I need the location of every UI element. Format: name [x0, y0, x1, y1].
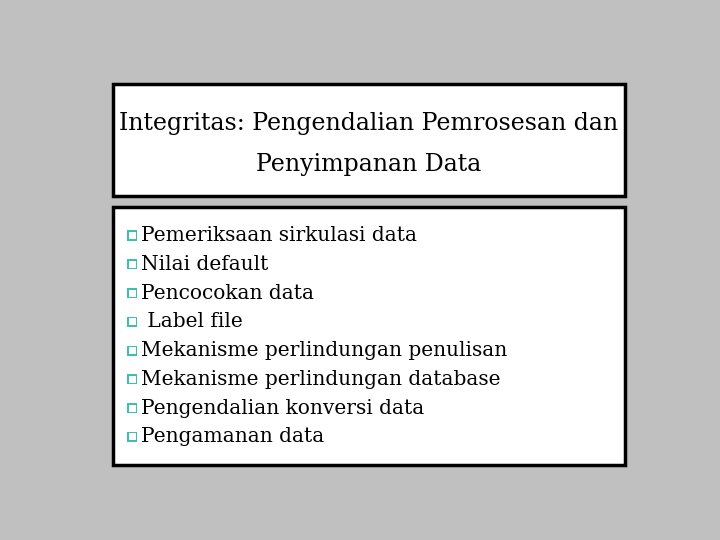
Bar: [127, 317, 138, 327]
Text: Integritas: Pengendalian Pemrosesan dan: Integritas: Pengendalian Pemrosesan dan: [120, 112, 618, 134]
Text: Pemeriksaan sirkulasi data: Pemeriksaan sirkulasi data: [141, 226, 417, 245]
Bar: [113, 84, 625, 195]
Text: Pengendalian konversi data: Pengendalian konversi data: [141, 399, 424, 417]
Text: Pengamanan data: Pengamanan data: [141, 428, 325, 447]
Text: Mekanisme perlindungan database: Mekanisme perlindungan database: [141, 370, 500, 389]
Text: Pencocokan data: Pencocokan data: [141, 284, 314, 302]
Bar: [127, 231, 138, 240]
Bar: [129, 319, 136, 325]
Bar: [127, 432, 138, 442]
Bar: [129, 347, 136, 354]
Bar: [127, 259, 138, 269]
Text: Mekanisme perlindungan penulisan: Mekanisme perlindungan penulisan: [141, 341, 508, 360]
Bar: [129, 232, 136, 239]
Bar: [127, 288, 138, 298]
Bar: [113, 207, 625, 465]
Bar: [129, 289, 136, 296]
Text: Label file: Label file: [141, 312, 243, 332]
Text: Penyimpanan Data: Penyimpanan Data: [256, 153, 482, 176]
Bar: [129, 434, 136, 441]
Bar: [127, 346, 138, 356]
Bar: [129, 261, 136, 268]
Bar: [129, 404, 136, 411]
Bar: [127, 374, 138, 384]
Text: Nilai default: Nilai default: [141, 255, 269, 274]
Bar: [127, 403, 138, 413]
Bar: [129, 376, 136, 383]
